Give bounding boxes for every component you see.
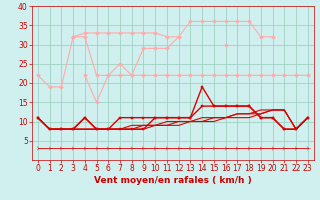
X-axis label: Vent moyen/en rafales ( km/h ): Vent moyen/en rafales ( km/h ) — [94, 176, 252, 185]
